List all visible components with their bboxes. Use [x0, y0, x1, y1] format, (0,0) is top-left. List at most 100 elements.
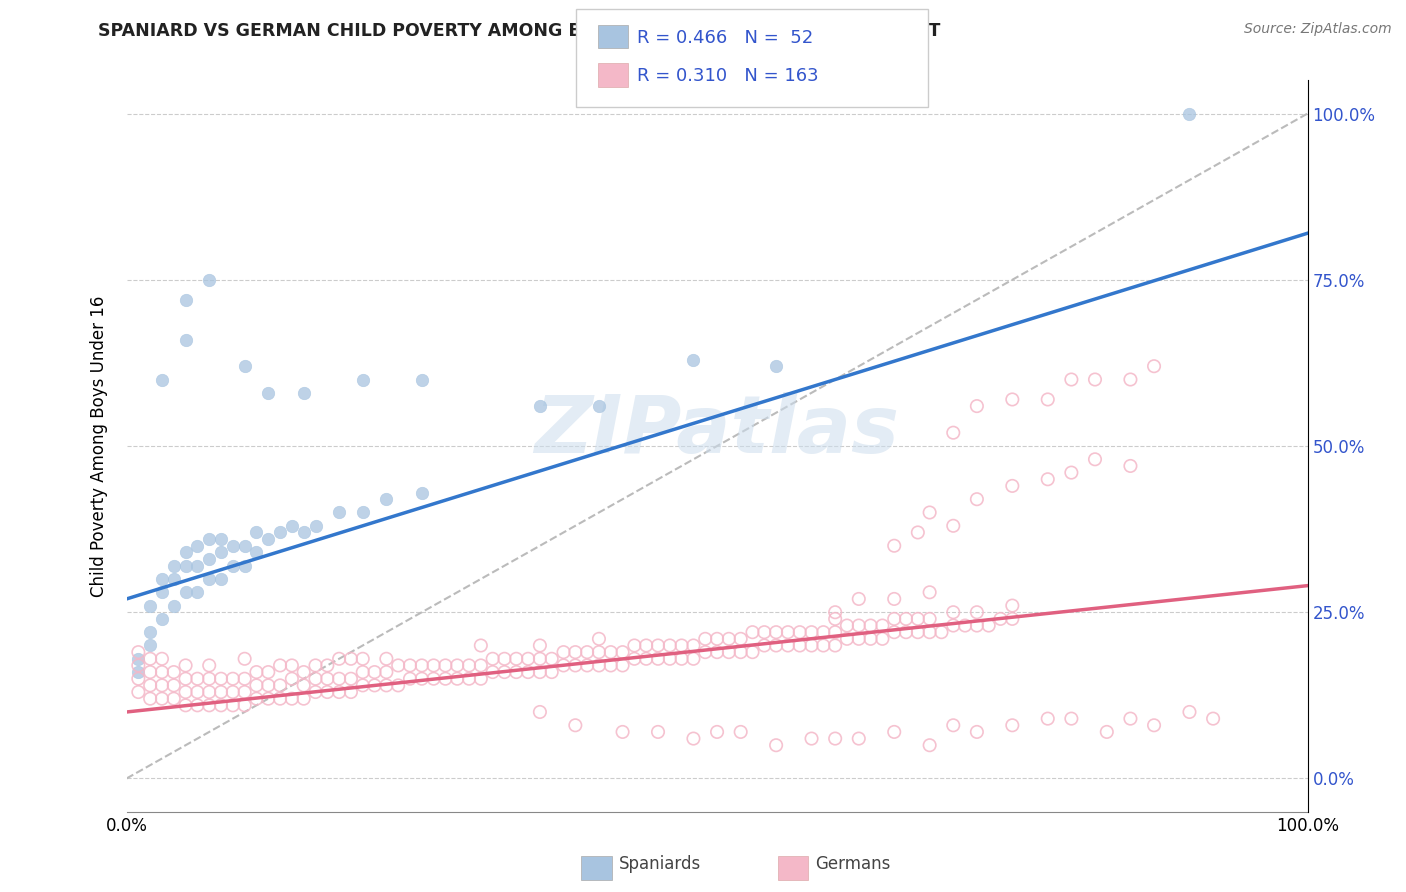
Point — [411, 658, 433, 673]
Y-axis label: Child Poverty Among Boys Under 16: Child Poverty Among Boys Under 16 — [90, 295, 108, 597]
Point — [127, 658, 149, 673]
Point — [174, 685, 197, 699]
Point — [127, 672, 149, 686]
Point — [588, 399, 610, 413]
Text: ZIPatlas: ZIPatlas — [534, 392, 900, 470]
Text: Source: ZipAtlas.com: Source: ZipAtlas.com — [1244, 22, 1392, 37]
Point — [540, 652, 562, 666]
Point — [233, 685, 256, 699]
Point — [859, 618, 882, 632]
Point — [918, 612, 941, 626]
Point — [754, 639, 776, 653]
Point — [894, 612, 917, 626]
Point — [209, 672, 232, 686]
Point — [706, 632, 728, 646]
Point — [245, 678, 267, 692]
Point — [352, 678, 374, 692]
Point — [1202, 712, 1225, 726]
Point — [269, 525, 291, 540]
Point — [399, 672, 422, 686]
Point — [813, 625, 835, 640]
Point — [564, 718, 586, 732]
Point — [470, 639, 492, 653]
Point — [800, 731, 823, 746]
Point — [352, 665, 374, 679]
Point — [848, 632, 870, 646]
Point — [588, 632, 610, 646]
Point — [186, 558, 208, 573]
Point — [328, 672, 350, 686]
Point — [139, 652, 162, 666]
Point — [800, 639, 823, 653]
Point — [446, 672, 468, 686]
Point — [422, 658, 444, 673]
Point — [647, 652, 669, 666]
Point — [222, 685, 245, 699]
Point — [411, 672, 433, 686]
Point — [269, 678, 291, 692]
Point — [1119, 372, 1142, 386]
Point — [576, 645, 599, 659]
Point — [127, 652, 149, 666]
Point — [316, 685, 339, 699]
Point — [564, 645, 586, 659]
Point — [481, 665, 503, 679]
Point — [824, 639, 846, 653]
Point — [209, 545, 232, 559]
Point — [245, 525, 267, 540]
Point — [139, 678, 162, 692]
Point — [245, 691, 267, 706]
Point — [174, 545, 197, 559]
Point — [942, 605, 965, 619]
Point — [328, 685, 350, 699]
Point — [352, 506, 374, 520]
Point — [458, 658, 481, 673]
Point — [139, 639, 162, 653]
Point — [363, 678, 385, 692]
Point — [375, 678, 398, 692]
Point — [257, 532, 280, 546]
Point — [1143, 359, 1166, 374]
Point — [741, 645, 763, 659]
Point — [233, 539, 256, 553]
Point — [387, 658, 409, 673]
Point — [918, 738, 941, 752]
Point — [292, 385, 315, 400]
Point — [186, 698, 208, 713]
Point — [233, 698, 256, 713]
Point — [706, 645, 728, 659]
Point — [717, 632, 740, 646]
Point — [1119, 458, 1142, 473]
Point — [942, 618, 965, 632]
Point — [966, 605, 988, 619]
Point — [434, 672, 457, 686]
Point — [517, 665, 540, 679]
Point — [789, 625, 811, 640]
Point — [481, 652, 503, 666]
Point — [647, 639, 669, 653]
Point — [174, 558, 197, 573]
Point — [529, 705, 551, 719]
Point — [765, 639, 787, 653]
Point — [505, 665, 527, 679]
Point — [942, 718, 965, 732]
Point — [835, 632, 858, 646]
Point — [883, 725, 905, 739]
Point — [540, 665, 562, 679]
Point — [292, 678, 315, 692]
Point — [1119, 712, 1142, 726]
Point — [174, 658, 197, 673]
Point — [588, 658, 610, 673]
Point — [281, 518, 304, 533]
Point — [174, 293, 197, 307]
Point — [127, 685, 149, 699]
Point — [1036, 392, 1059, 407]
Point — [375, 492, 398, 507]
Point — [139, 691, 162, 706]
Point — [977, 618, 1000, 632]
Point — [1178, 106, 1201, 120]
Point — [292, 665, 315, 679]
Point — [198, 698, 221, 713]
Point — [186, 672, 208, 686]
Point — [564, 658, 586, 673]
